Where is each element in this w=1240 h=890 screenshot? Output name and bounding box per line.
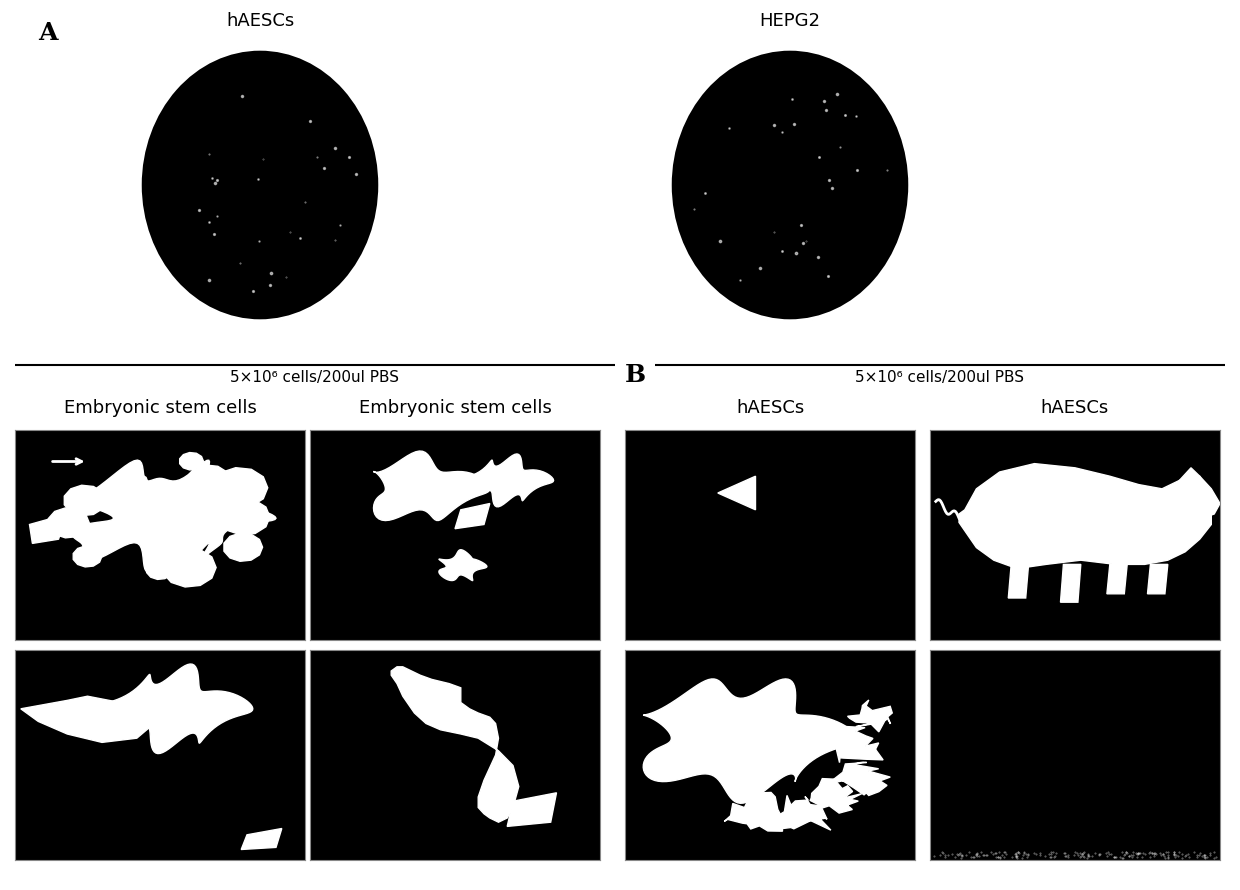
Polygon shape <box>119 473 149 494</box>
Ellipse shape <box>150 60 371 311</box>
Polygon shape <box>439 550 487 580</box>
Polygon shape <box>64 485 105 515</box>
Polygon shape <box>644 679 857 804</box>
Polygon shape <box>224 533 263 562</box>
Polygon shape <box>21 696 154 742</box>
Polygon shape <box>461 454 553 506</box>
Polygon shape <box>1147 564 1168 594</box>
Polygon shape <box>1060 564 1081 603</box>
Text: HEPG2: HEPG2 <box>759 12 821 29</box>
Polygon shape <box>373 451 490 521</box>
Text: Embryonic stem cells: Embryonic stem cells <box>63 399 257 417</box>
Polygon shape <box>391 667 518 822</box>
Polygon shape <box>221 499 270 535</box>
Polygon shape <box>777 796 831 830</box>
Polygon shape <box>97 664 253 754</box>
Polygon shape <box>148 538 190 570</box>
Polygon shape <box>146 561 172 579</box>
Polygon shape <box>1008 564 1029 598</box>
Text: Embryonic stem cells: Embryonic stem cells <box>358 399 552 417</box>
Polygon shape <box>242 829 281 849</box>
Polygon shape <box>48 508 89 538</box>
Polygon shape <box>821 725 883 763</box>
Polygon shape <box>73 546 102 567</box>
Polygon shape <box>828 762 890 796</box>
Polygon shape <box>959 464 1211 569</box>
Text: hAESCs: hAESCs <box>1040 399 1109 417</box>
Ellipse shape <box>129 37 391 332</box>
Polygon shape <box>30 514 67 544</box>
Polygon shape <box>1177 476 1220 518</box>
Polygon shape <box>187 465 231 498</box>
Polygon shape <box>162 548 216 587</box>
Polygon shape <box>848 700 893 732</box>
Ellipse shape <box>680 60 900 311</box>
Polygon shape <box>72 460 277 572</box>
Polygon shape <box>455 504 490 529</box>
Text: B: B <box>625 362 646 386</box>
Polygon shape <box>810 779 862 813</box>
Polygon shape <box>718 476 755 510</box>
Polygon shape <box>180 452 203 470</box>
Text: hAESCs: hAESCs <box>226 12 294 29</box>
Polygon shape <box>1107 564 1127 594</box>
Text: 5×10⁶ cells/200ul PBS: 5×10⁶ cells/200ul PBS <box>231 370 399 385</box>
Polygon shape <box>213 467 268 508</box>
Polygon shape <box>724 792 782 831</box>
Text: A: A <box>37 20 57 44</box>
Text: 5×10⁶ cells/200ul PBS: 5×10⁶ cells/200ul PBS <box>856 370 1024 385</box>
Text: hAESCs: hAESCs <box>735 399 804 417</box>
Polygon shape <box>507 793 557 827</box>
Ellipse shape <box>660 37 920 332</box>
